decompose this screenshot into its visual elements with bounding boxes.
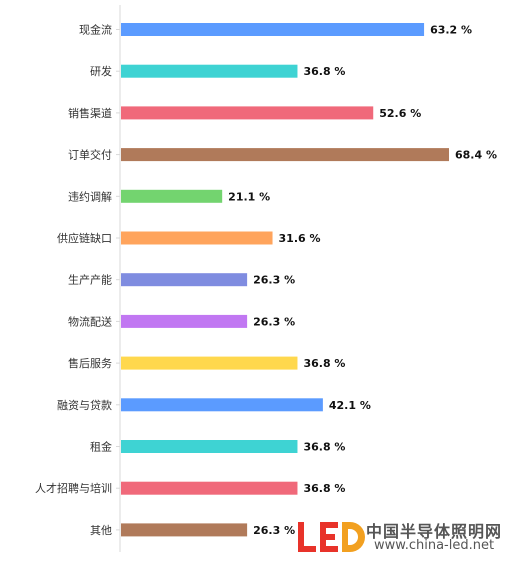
category-label: 人才招聘与培训 xyxy=(35,481,112,495)
bar xyxy=(121,23,425,36)
category-label: 订单交付 xyxy=(68,148,112,162)
value-label: 36.8 % xyxy=(303,482,345,495)
bar xyxy=(121,231,273,245)
bar xyxy=(121,189,223,203)
led-logo xyxy=(298,522,365,552)
category-label: 售后服务 xyxy=(68,356,112,370)
bar xyxy=(121,481,298,495)
bar xyxy=(121,106,374,120)
bar xyxy=(121,148,449,162)
category-label: 融资与贷款 xyxy=(57,398,112,412)
value-label: 36.8 % xyxy=(303,357,345,370)
value-label: 68.4 % xyxy=(455,149,497,162)
value-label: 26.3 % xyxy=(253,315,295,328)
category-label: 生产产能 xyxy=(68,273,112,287)
value-label: 63.2 % xyxy=(430,24,472,37)
bar xyxy=(121,398,323,412)
bar xyxy=(121,523,248,537)
value-label: 26.3 % xyxy=(253,274,295,287)
category-label: 物流配送 xyxy=(68,314,112,328)
category-label: 租金 xyxy=(90,440,112,454)
value-label: 36.8 % xyxy=(303,441,345,454)
value-label: 36.8 % xyxy=(303,65,345,78)
category-label: 违约调解 xyxy=(68,189,112,203)
value-label: 52.6 % xyxy=(379,107,421,120)
bar xyxy=(121,440,298,453)
watermark-site-name: 中国半导体照明网 xyxy=(366,522,503,541)
bar xyxy=(121,64,298,78)
bar xyxy=(121,314,248,328)
value-label: 21.1 % xyxy=(228,190,270,203)
bar xyxy=(121,273,248,287)
category-label: 供应链缺口 xyxy=(57,231,112,245)
category-label: 研发 xyxy=(90,64,112,78)
value-label: 31.6 % xyxy=(279,232,321,245)
category-label: 销售渠道 xyxy=(68,106,112,120)
watermark: 中国半导体照明网 www.china-led.net xyxy=(296,518,506,558)
category-label: 现金流 xyxy=(79,23,112,37)
value-label: 42.1 % xyxy=(329,399,371,412)
watermark-url: www.china-led.net xyxy=(374,538,495,553)
category-label: 其他 xyxy=(90,524,112,537)
bars-group: 现金流 63.2 % 研发 36.8 % 销售渠道 52.6 % 订单交付 68.4 % 违约调… xyxy=(35,23,497,537)
bar xyxy=(121,356,298,370)
value-label: 26.3 % xyxy=(253,524,295,537)
